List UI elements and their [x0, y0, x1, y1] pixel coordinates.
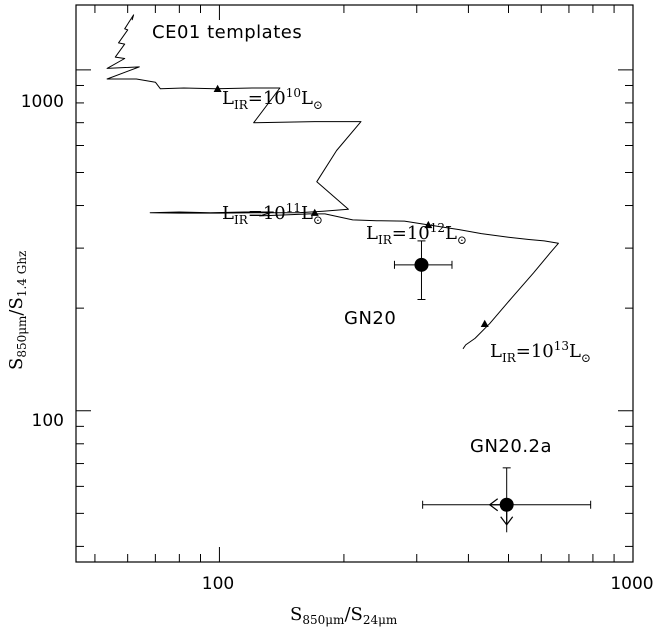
luminosity-marker-1 — [310, 208, 319, 216]
tick-marks — [76, 5, 634, 562]
y-axis-title-mid: /S — [6, 297, 27, 315]
x-axis-title-sub1: 850μm — [302, 613, 345, 627]
lir-label-1e13-eq: =10 — [516, 341, 554, 362]
source-label-gn20: GN20 — [344, 308, 396, 329]
lir-label-1e13-L: L — [490, 341, 502, 362]
lir-label-1e11: LIR=1011L⊙ — [222, 201, 323, 227]
y-axis-title-sub1: 850μm — [15, 315, 29, 358]
source-label-gn20-2a: GN20.2a — [470, 436, 552, 457]
lir-label-1e12-L: L — [366, 223, 378, 244]
lir-label-1e12-exp: 12 — [430, 221, 445, 235]
luminosity-marker-3 — [480, 319, 489, 327]
lir-label-1e12-sub: IR — [378, 233, 393, 247]
source-gn20-2a — [422, 467, 592, 533]
y-axis-title-main: S — [6, 358, 27, 370]
lir-label-1e11-L: L — [222, 203, 234, 224]
plot-frame — [75, 4, 634, 563]
y-tick-label-100: 100 — [32, 411, 64, 431]
lir-label-1e10-eq: =10 — [248, 88, 286, 109]
x-axis-title-sub2: 24μm — [363, 613, 398, 627]
lir-label-1e13-exp: 13 — [554, 339, 569, 353]
lir-label-1e10: LIR=1010L⊙ — [222, 86, 323, 112]
lir-label-1e10-exp: 10 — [286, 86, 301, 100]
lir-label-1e12-unit: L — [445, 223, 457, 244]
source-points — [393, 240, 592, 533]
x-axis-title-main: S — [290, 604, 302, 625]
lir-label-1e13-sun: ⊙ — [581, 351, 591, 365]
template-markers — [213, 84, 489, 327]
lir-label-1e10-unit: L — [301, 88, 313, 109]
source-gn20-point — [414, 257, 429, 272]
lir-label-1e12-eq: =10 — [392, 223, 430, 244]
lir-label-1e12-sun: ⊙ — [457, 233, 467, 247]
lir-label-1e13-unit: L — [569, 341, 581, 362]
lir-label-1e11-eq: =10 — [248, 203, 286, 224]
source-gn20-2a-point — [499, 497, 514, 512]
x-tick-label-1000: 1000 — [610, 574, 653, 594]
x-axis-title: S850μm/S24μm — [290, 604, 398, 627]
y-axis-title: S850μm/S1.4 Ghz — [6, 251, 29, 370]
lir-label-1e10-L: L — [222, 88, 234, 109]
x-axis-title-mid: /S — [344, 604, 362, 625]
luminosity-marker-0 — [213, 84, 222, 93]
source-gn20 — [393, 240, 453, 301]
lir-label-1e11-exp: 11 — [286, 201, 301, 215]
lir-label-1e13: LIR=1013L⊙ — [490, 339, 591, 365]
lir-label-1e11-sub: IR — [234, 213, 249, 227]
template-curve-title: CE01 templates — [152, 22, 302, 43]
lir-label-1e11-sun: ⊙ — [313, 213, 323, 227]
lir-label-1e10-sun: ⊙ — [313, 98, 323, 112]
luminosity-marker-2 — [424, 220, 433, 229]
ce01-template-curve — [106, 14, 559, 350]
x-tick-label-100: 100 — [202, 574, 234, 594]
y-tick-label-1000: 1000 — [21, 92, 64, 112]
lir-label-1e11-unit: L — [301, 203, 313, 224]
y-axis-title-sub2: 1.4 Ghz — [15, 251, 29, 298]
lir-label-1e10-sub: IR — [234, 98, 249, 112]
lir-label-1e13-sub: IR — [502, 351, 517, 365]
lir-label-1e12: LIR=1012L⊙ — [366, 221, 467, 247]
